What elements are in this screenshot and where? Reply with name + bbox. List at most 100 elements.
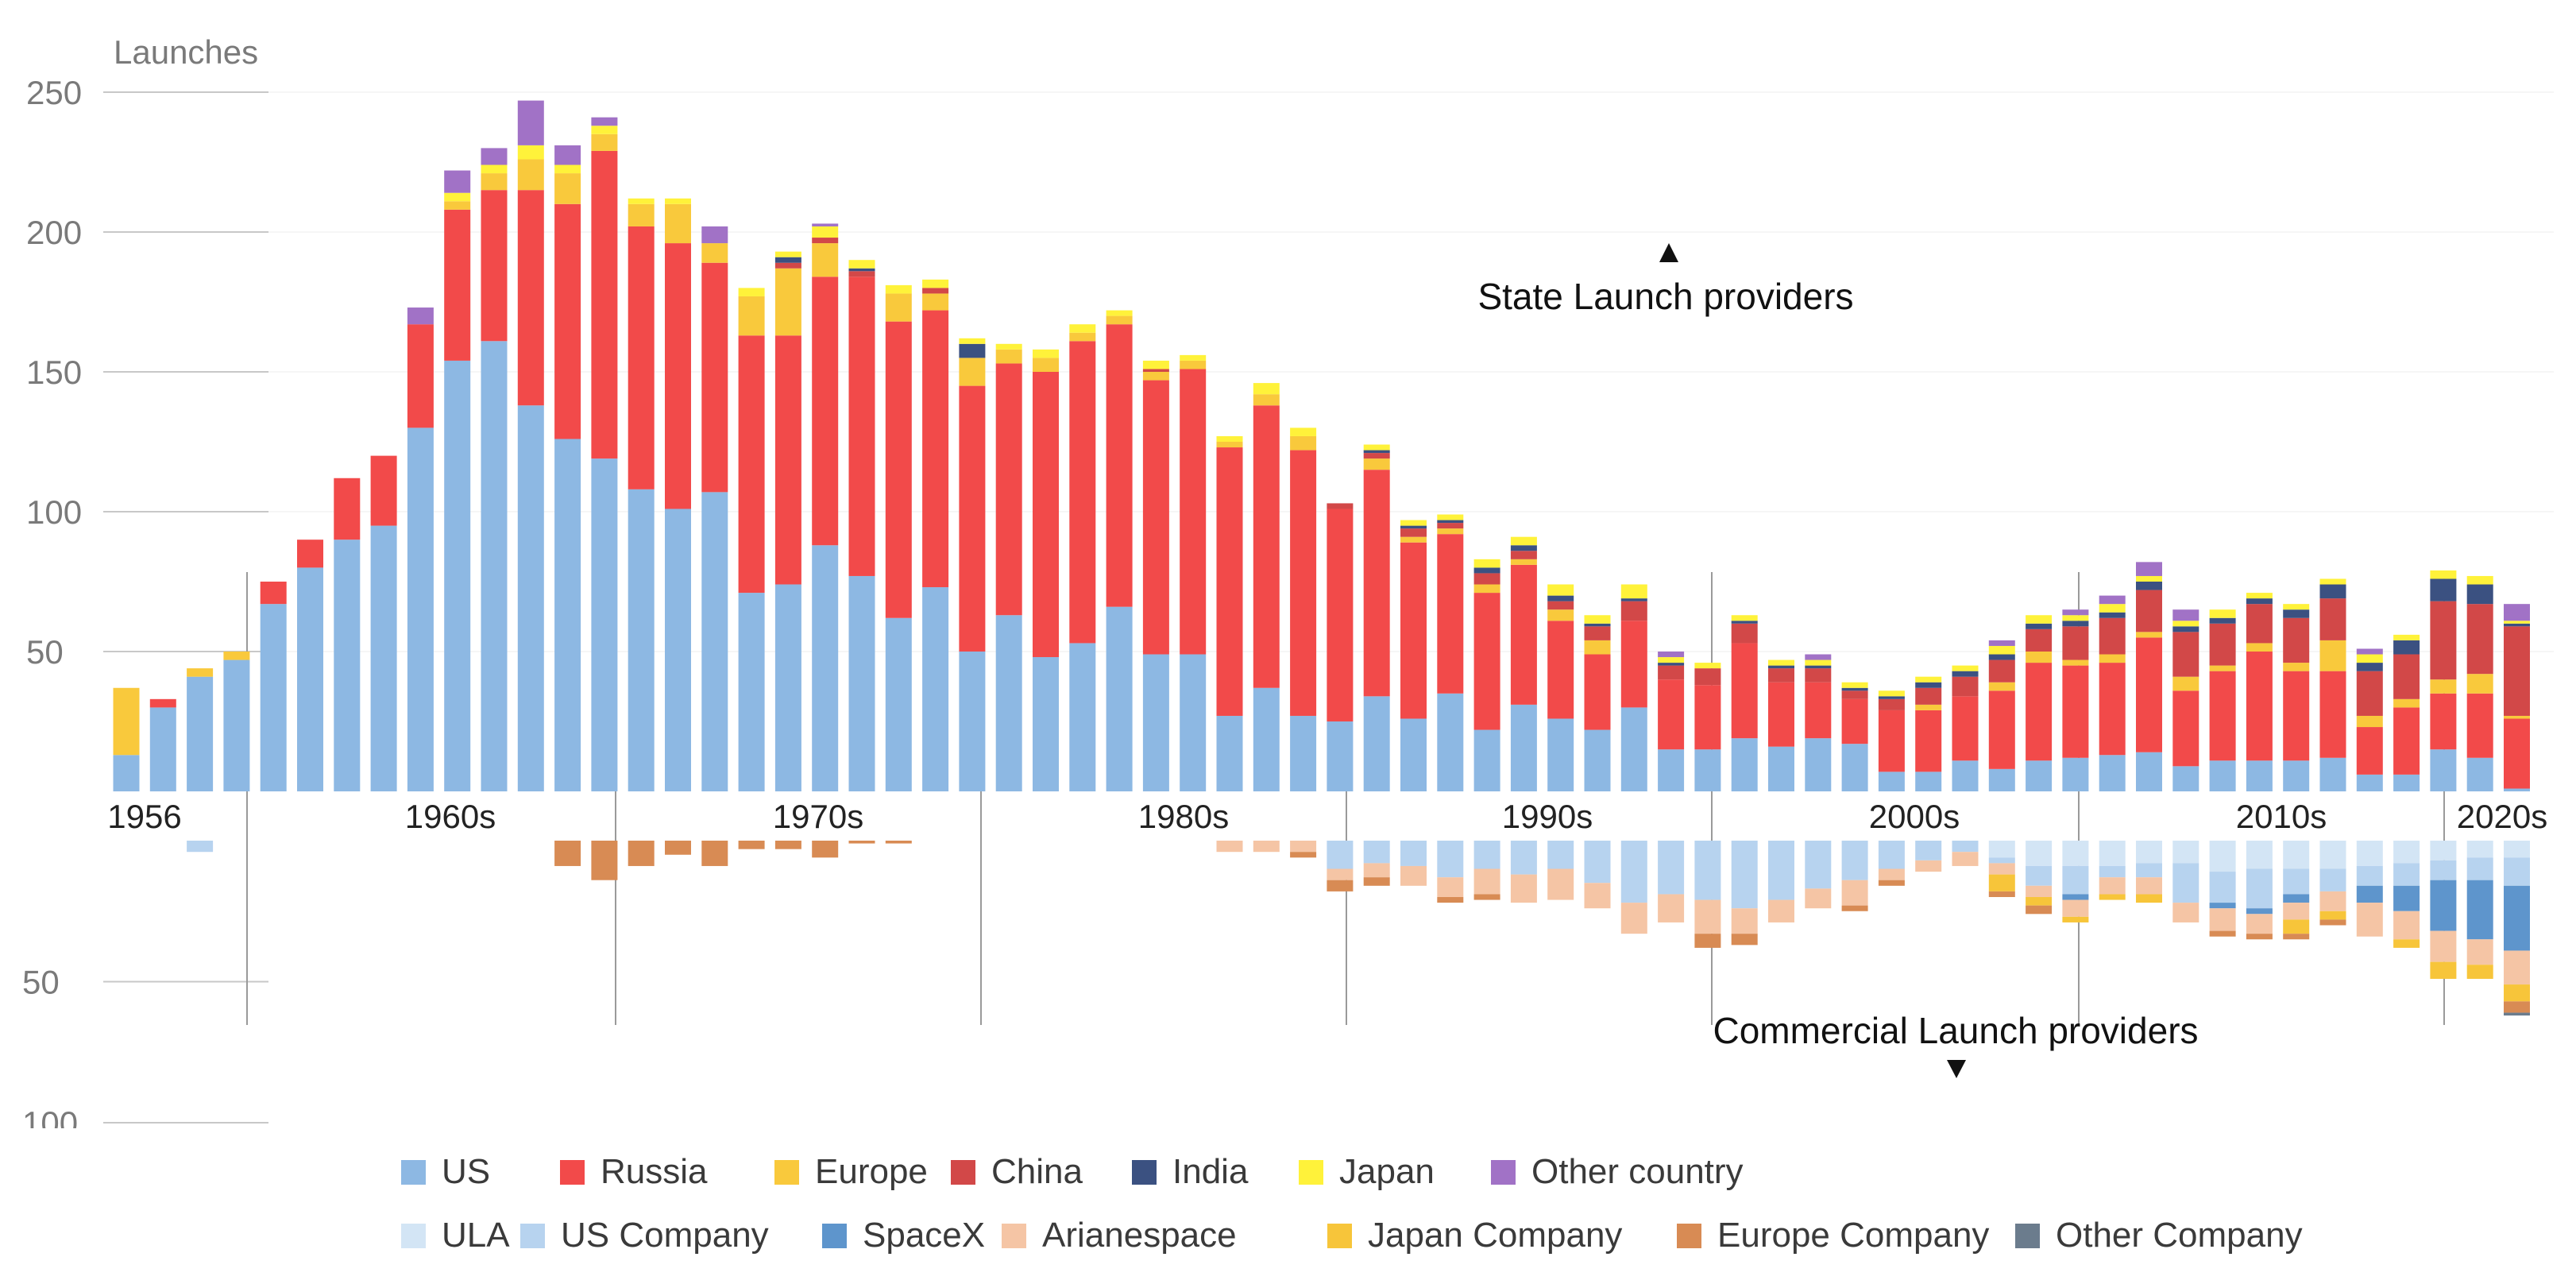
bar-segment-japan xyxy=(1952,665,1979,671)
bar-segment-europe-company xyxy=(1694,934,1721,948)
bar-segment-us xyxy=(591,458,618,791)
legend-label: US Company xyxy=(561,1216,769,1255)
bar-segment-europe xyxy=(2172,676,2199,691)
bar-segment-arianespace xyxy=(1216,841,1243,853)
bar-segment-us xyxy=(1841,744,1868,791)
bar-segment-us-company xyxy=(2026,865,2053,886)
legend-label: India xyxy=(1172,1152,1249,1191)
decade-label: 1970s xyxy=(773,798,863,835)
upper-tick-label: 50 xyxy=(26,633,64,671)
bar-segment-us xyxy=(1952,760,1979,791)
bar-segment-arianespace xyxy=(2026,885,2053,897)
bar-segment-china xyxy=(812,238,839,244)
bar-segment-europe xyxy=(2393,698,2420,708)
bar-segment-india xyxy=(1915,682,1942,688)
bar-segment-china xyxy=(922,288,949,294)
bar-segment-japan xyxy=(1878,690,1905,697)
bar-segment-russia xyxy=(885,321,912,618)
bar-segment-us xyxy=(2209,760,2236,791)
bar-segment-us xyxy=(2466,757,2493,791)
bar-segment-china xyxy=(2504,626,2530,716)
bar-segment-india xyxy=(1437,520,1464,524)
legend-label: Europe Company xyxy=(1717,1216,1990,1255)
bar-segment-japan xyxy=(959,338,986,344)
bar-segment-china xyxy=(2209,623,2236,666)
bar-segment-us xyxy=(2504,788,2530,791)
bar-segment-india xyxy=(2172,626,2199,632)
bar-segment-russia xyxy=(1327,509,1354,721)
bar-segment-us xyxy=(260,604,287,791)
bar-segment-europe xyxy=(1216,442,1243,448)
bar-segment-japan-company xyxy=(2466,965,2493,979)
bar-segment-other-country xyxy=(2172,609,2199,621)
bar-segment-europe xyxy=(995,349,1022,364)
bar-segment-russia xyxy=(2172,690,2199,767)
bar-segment-europe xyxy=(1142,372,1169,381)
legend-label: US xyxy=(442,1152,491,1191)
bar-segment-us xyxy=(187,676,214,791)
bar-segment-india xyxy=(1473,567,1500,574)
bar-segment-russia xyxy=(701,262,728,493)
bar-segment-arianespace xyxy=(1988,863,2015,875)
bar-segment-europe xyxy=(554,173,581,204)
bar-segment-us-company xyxy=(1731,841,1758,909)
bar-segment-other-country xyxy=(517,100,544,145)
legend-item-europe-company: Europe Company xyxy=(1677,1216,2015,1255)
bar-segment-spacex xyxy=(2466,880,2493,940)
bar-segment-japan xyxy=(517,145,544,160)
legend-label: Russia xyxy=(601,1152,708,1191)
bar-segment-japan xyxy=(1694,663,1721,669)
bar-segment-russia xyxy=(2319,671,2346,758)
bar-segment-japan-company xyxy=(2430,961,2457,979)
bar-segment-china xyxy=(2172,632,2199,677)
bar-segment-europe-company xyxy=(1363,877,1390,886)
legend-label: Europe xyxy=(815,1152,928,1191)
bar-segment-europe-company xyxy=(848,841,875,844)
bar-segment-other-company xyxy=(2504,1012,2530,1016)
bar-segment-china xyxy=(1473,573,1500,585)
bar-segment-us xyxy=(1510,704,1537,791)
bar-segment-us xyxy=(959,652,986,791)
bar-segment-us xyxy=(2319,757,2346,791)
bar-segment-japan xyxy=(885,284,912,294)
bar-segment-russia xyxy=(1584,654,1611,730)
bar-segment-japan xyxy=(1620,584,1647,599)
bar-segment-us xyxy=(1069,643,1096,791)
bar-segment-india xyxy=(2136,582,2162,590)
bar-segment-russia xyxy=(738,335,765,594)
bar-segment-spacex xyxy=(2393,885,2420,911)
bar-segment-japan-company xyxy=(2283,919,2310,934)
bar-segment-us-company xyxy=(2356,865,2383,886)
bar-segment-arianespace xyxy=(1290,841,1317,853)
bar-segment-china xyxy=(1988,659,2015,683)
bar-segment-china xyxy=(2062,626,2089,660)
legend-item-china: China xyxy=(951,1152,1132,1192)
bar-segment-russia xyxy=(1731,643,1758,739)
bar-segment-russia xyxy=(1253,405,1280,688)
bar-segment-india xyxy=(2246,598,2273,605)
bar-segment-arianespace xyxy=(1584,883,1611,909)
bar-segment-arianespace xyxy=(2172,903,2199,922)
bar-segment-spacex xyxy=(2246,908,2273,915)
bar-segment-spacex xyxy=(2504,885,2530,951)
bar-segment-japan xyxy=(2430,570,2457,579)
bar-segment-us xyxy=(370,525,397,791)
bar-segment-ula xyxy=(2430,841,2457,861)
bar-segment-russia xyxy=(774,335,801,585)
bar-segment-china xyxy=(1327,503,1354,509)
bar-segment-europe xyxy=(2062,659,2089,666)
bar-segment-us xyxy=(2430,749,2457,791)
bar-segment-us xyxy=(517,405,544,791)
bar-segment-us xyxy=(1731,738,1758,791)
bar-segment-japan xyxy=(1473,559,1500,568)
bar-segment-japan xyxy=(922,279,949,288)
bar-segment-spacex xyxy=(2356,885,2383,903)
bar-segment-us xyxy=(774,584,801,791)
bar-segment-russia xyxy=(1768,682,1794,747)
bar-segment-japan-company xyxy=(2393,939,2420,948)
bar-segment-spacex xyxy=(2430,880,2457,931)
bar-segment-japan xyxy=(554,164,581,174)
legend-swatch xyxy=(401,1159,426,1185)
bar-segment-russia xyxy=(1547,621,1574,719)
bar-segment-europe xyxy=(2283,663,2310,671)
